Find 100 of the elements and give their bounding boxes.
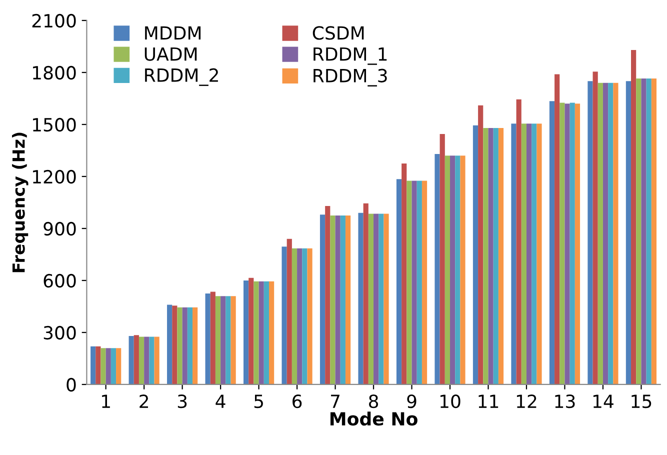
bar	[564, 104, 570, 384]
x-tick-label: 9	[407, 394, 416, 408]
bar	[134, 335, 139, 384]
bar	[248, 278, 254, 384]
y-tick-label: 1200	[33, 170, 76, 184]
bar	[215, 296, 221, 384]
bar	[128, 336, 134, 384]
bar	[335, 215, 340, 384]
y-axis-title: Frequency (Hz)	[12, 132, 28, 272]
x-tick-label: 8	[369, 394, 378, 408]
bar	[412, 180, 417, 384]
bar	[325, 206, 330, 384]
bar	[302, 248, 308, 384]
bar	[330, 215, 336, 384]
bar	[592, 72, 598, 384]
bar	[167, 304, 172, 384]
y-tick-label: 300	[44, 326, 76, 340]
bar	[422, 180, 428, 384]
bar	[182, 307, 188, 384]
bar	[406, 180, 412, 384]
bar	[244, 280, 249, 384]
x-tick-label: 14	[593, 394, 614, 408]
x-tick-label: 1	[102, 394, 110, 408]
bar	[307, 248, 312, 384]
x-tick-label: 4	[216, 394, 226, 408]
x-tick-label: 15	[632, 394, 652, 408]
bar	[282, 246, 287, 384]
y-tick-label: 0	[66, 378, 76, 392]
legend-label: MDDM	[145, 26, 201, 40]
bar	[483, 128, 488, 384]
bar	[651, 78, 657, 384]
bar	[292, 248, 298, 384]
bar	[498, 128, 504, 384]
bar	[116, 348, 122, 384]
bar	[636, 78, 642, 384]
x-tick-label: 7	[331, 394, 340, 408]
bar	[297, 248, 302, 384]
bar	[444, 156, 450, 384]
bar	[374, 214, 379, 384]
bar	[396, 179, 402, 384]
y-tick-label: 1500	[33, 118, 76, 132]
bar	[205, 293, 210, 384]
bar	[560, 102, 565, 384]
bar	[602, 82, 608, 384]
bar	[358, 212, 364, 384]
y-tick-label: 600	[44, 274, 76, 288]
bar	[460, 156, 466, 384]
y-tick-label: 2100	[32, 14, 76, 28]
bar	[613, 82, 618, 384]
bar	[144, 336, 150, 384]
bar	[532, 124, 537, 384]
bar	[340, 215, 346, 384]
bar	[455, 156, 460, 384]
bar	[516, 99, 522, 384]
bar	[626, 81, 632, 384]
legend-label: RDDM_1	[314, 47, 387, 65]
bar	[345, 215, 351, 384]
y-tick-label: 1800	[33, 66, 76, 80]
bar	[511, 124, 516, 384]
bar	[110, 348, 116, 384]
bar	[402, 163, 407, 384]
legend-label: RDDM_2	[145, 68, 218, 86]
x-axis-title: Mode No	[330, 412, 418, 426]
bar	[646, 78, 652, 384]
bar	[536, 124, 542, 384]
bar	[570, 102, 575, 384]
x-tick-label: 13	[555, 394, 575, 408]
bar	[210, 292, 216, 384]
bar	[149, 336, 154, 384]
bar	[220, 296, 226, 384]
bar	[478, 105, 484, 384]
bar	[598, 82, 603, 384]
bar	[192, 307, 198, 384]
x-tick-label: 11	[478, 394, 498, 408]
bar	[187, 307, 193, 384]
bar	[254, 281, 259, 384]
bar	[631, 50, 636, 384]
bar	[90, 346, 96, 384]
bar	[608, 82, 614, 384]
bar	[521, 124, 526, 384]
bar	[264, 281, 269, 384]
bar	[488, 128, 494, 384]
bar	[574, 104, 580, 384]
legend-label: UADM	[144, 47, 197, 61]
bar	[106, 348, 111, 384]
bar	[138, 336, 144, 384]
bar	[450, 156, 456, 384]
bar	[493, 128, 498, 384]
bar	[641, 78, 646, 384]
bar	[172, 306, 178, 384]
bar	[96, 346, 101, 384]
x-tick-label: 2	[140, 394, 148, 408]
bar	[363, 203, 368, 384]
x-tick-label: 10	[440, 394, 460, 408]
bar	[154, 336, 160, 384]
bar	[286, 238, 292, 384]
bar	[320, 214, 326, 384]
legend-label: RDDM_3	[314, 68, 387, 86]
bar	[526, 124, 532, 384]
legend-label: CSDM	[312, 26, 364, 40]
